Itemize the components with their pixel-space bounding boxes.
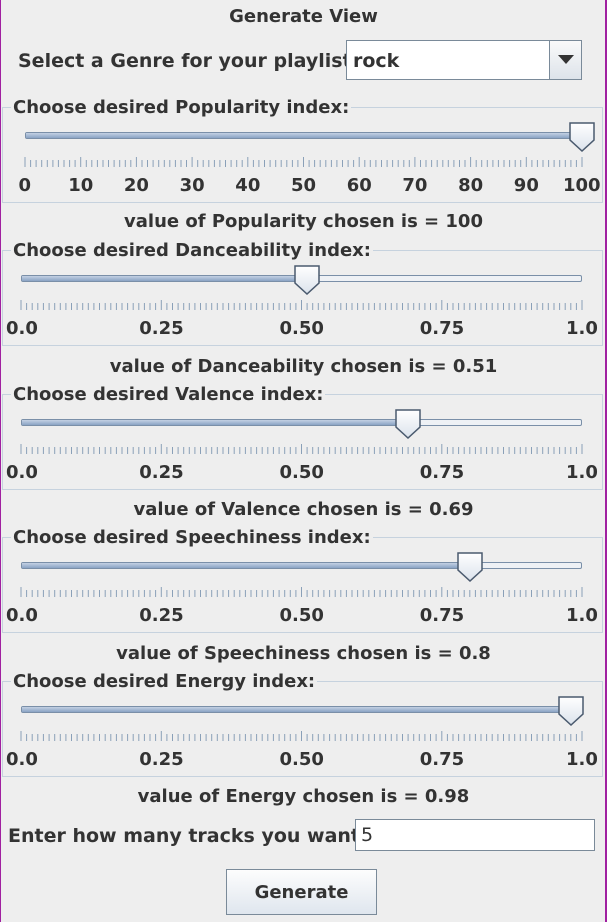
speechiness-tick-label: 0.0: [6, 605, 38, 626]
window-edge-right: [605, 0, 607, 922]
popularity-tick-label: 50: [291, 175, 317, 196]
energy-slider-ticks: [20, 731, 583, 741]
genre-select-value: rock: [353, 50, 400, 72]
valence-slider-thumb[interactable]: [395, 409, 421, 439]
speechiness-tick-label: 0.25: [139, 605, 184, 626]
energy-slider-fill: [22, 707, 570, 712]
tracks-count-label: Enter how many tracks you want:: [8, 825, 368, 847]
popularity-tick-label: 40: [235, 175, 261, 196]
energy-tick-label: 0.50: [279, 749, 324, 770]
speechiness-slider-thumb[interactable]: [457, 552, 483, 582]
valence-slider-panel: Choose desired Valence index: 0.0 0.25 0.5…: [2, 384, 603, 490]
valence-tick-label: 0.75: [419, 462, 465, 483]
danceability-slider-fill: [22, 276, 308, 281]
speechiness-tick-label: 0.75: [419, 605, 465, 626]
popularity-tick-label: 70: [402, 175, 428, 196]
valence-slider-fill: [22, 420, 408, 425]
popularity-slider-panel: Choose desired Popularity index: 0 10 20 30…: [2, 97, 603, 203]
speechiness-tick-label: 1.0: [566, 605, 598, 626]
speechiness-slider-fill: [22, 563, 470, 568]
danceability-value-label: value of Danceability chosen is = 0.51: [109, 356, 498, 377]
popularity-tick-label: 0: [18, 175, 32, 196]
valence-tick-label: 1.0: [566, 462, 598, 483]
energy-tick-label: 0.75: [419, 749, 465, 770]
energy-tick-label: 1.0: [566, 749, 598, 770]
danceability-slider-ticks: [20, 300, 583, 310]
popularity-tick-label: 100: [563, 175, 601, 196]
popularity-tick-label: 80: [458, 175, 484, 196]
danceability-tick-label: 0.50: [279, 318, 324, 339]
danceability-tick-label: 0.25: [139, 318, 184, 339]
chevron-down-icon: [558, 55, 574, 64]
danceability-slider-title: Choose desired Danceability index:: [11, 240, 373, 261]
popularity-tick-label: 30: [179, 175, 205, 196]
popularity-tick-label: 10: [68, 175, 94, 196]
energy-tick-label: 0.0: [6, 749, 38, 770]
valence-slider-title: Choose desired Valence index:: [11, 384, 326, 405]
danceability-tick-label: 0.0: [6, 318, 38, 339]
valence-slider-track[interactable]: [21, 419, 582, 426]
valence-tick-label: 0.50: [279, 462, 324, 483]
danceability-slider-thumb[interactable]: [294, 265, 320, 295]
generate-button[interactable]: Generate: [226, 869, 377, 915]
energy-tick-label: 0.25: [139, 749, 184, 770]
energy-slider-thumb[interactable]: [558, 696, 584, 726]
genre-dropdown-button[interactable]: [549, 41, 581, 79]
valence-tick-label: 0.0: [6, 462, 38, 483]
danceability-slider-panel: Choose desired Danceability index: 0.0 0.…: [2, 240, 603, 346]
popularity-slider-fill: [26, 133, 581, 138]
speechiness-slider-ticks: [20, 587, 583, 597]
popularity-tick-label: 90: [513, 175, 539, 196]
energy-value-label: value of Energy chosen is = 0.98: [137, 786, 470, 807]
danceability-tick-label: 0.75: [419, 318, 465, 339]
popularity-value-label: value of Popularity chosen is = 100: [124, 211, 483, 232]
speechiness-tick-label: 0.50: [279, 605, 324, 626]
speechiness-slider-panel: Choose desired Speechiness index: 0.0 0.2…: [2, 527, 603, 633]
page-title: Generate View: [229, 6, 378, 27]
genre-select[interactable]: rock: [346, 40, 582, 80]
popularity-slider-ticks: [24, 157, 583, 167]
valence-slider-ticks: [20, 444, 583, 454]
energy-slider-panel: Choose desired Energy index: 0.0 0.25 0.50…: [2, 671, 603, 777]
popularity-tick-label: 60: [346, 175, 372, 196]
tracks-count-input[interactable]: [355, 819, 595, 851]
energy-slider-track[interactable]: [21, 706, 582, 713]
genre-label: Select a Genre for your playlist:: [18, 50, 360, 72]
energy-slider-title: Choose desired Energy index:: [11, 671, 318, 692]
speechiness-slider-track[interactable]: [21, 562, 582, 569]
window-edge-left: [0, 0, 1, 922]
speechiness-slider-title: Choose desired Speechiness index:: [11, 527, 373, 548]
popularity-slider-thumb[interactable]: [569, 122, 595, 152]
danceability-tick-label: 1.0: [566, 318, 598, 339]
popularity-slider-title: Choose desired Popularity index:: [11, 97, 352, 118]
popularity-tick-label: 20: [123, 175, 149, 196]
valence-tick-label: 0.25: [139, 462, 184, 483]
valence-value-label: value of Valence chosen is = 0.69: [133, 499, 474, 520]
popularity-slider-track[interactable]: [25, 132, 582, 139]
speechiness-value-label: value of Speechiness chosen is = 0.8: [116, 643, 491, 664]
